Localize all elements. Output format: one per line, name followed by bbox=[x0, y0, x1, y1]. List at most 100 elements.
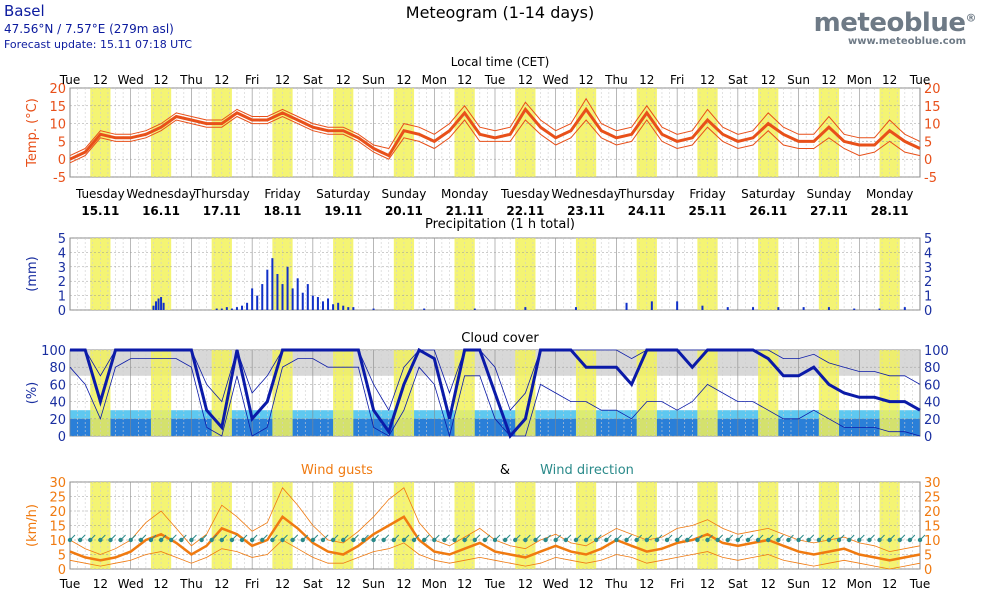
y-axis-label: (%) bbox=[25, 382, 40, 405]
top-time-tick-label: Tue bbox=[59, 73, 81, 87]
wind-direction-dot bbox=[108, 537, 113, 543]
wind-direction-dot bbox=[745, 537, 751, 543]
day-date-label: 22.11 bbox=[506, 204, 544, 218]
wind-direction-dot bbox=[766, 537, 771, 543]
bottom-time-tick-label: Tue bbox=[484, 577, 506, 591]
bottom-time-tick-label: 12 bbox=[518, 577, 533, 591]
wind-direction-dot bbox=[229, 537, 235, 543]
wind-direction-dot bbox=[735, 537, 741, 543]
wind-direction-dot bbox=[674, 537, 680, 543]
day-name-label: Saturday bbox=[316, 187, 370, 201]
wind-direction-dot bbox=[907, 537, 913, 543]
wind-direction-dot bbox=[502, 537, 508, 543]
bottom-time-tick-label: Sun bbox=[787, 577, 810, 591]
bottom-time-tick-label: 12 bbox=[214, 577, 229, 591]
wind-direction-dot bbox=[249, 537, 255, 543]
bottom-time-tick-label: Sat bbox=[303, 577, 323, 591]
y-tick-label-right: 1 bbox=[924, 290, 932, 305]
top-time-tick-label: 12 bbox=[336, 73, 351, 87]
wind-direction-dot bbox=[351, 537, 356, 543]
logo-text: meteoblue bbox=[813, 8, 966, 38]
precipitation-bar bbox=[266, 269, 269, 310]
daylight-band bbox=[636, 350, 657, 436]
top-time-tick-label: Sun bbox=[787, 73, 810, 87]
wind-direction-dot bbox=[513, 537, 518, 543]
y-tick-label: 40 bbox=[49, 396, 66, 411]
top-time-tick-label: Tue bbox=[909, 73, 931, 87]
wind-direction-dot bbox=[371, 537, 376, 543]
bottom-time-tick-label: Wed bbox=[118, 577, 144, 591]
top-time-tick-label: Thu bbox=[179, 73, 203, 87]
precipitation-bar bbox=[160, 297, 163, 310]
y-tick-label-right: 20 bbox=[924, 413, 941, 428]
wind-direction-dot bbox=[492, 537, 498, 543]
wind-direction-dot bbox=[816, 537, 822, 543]
y-tick-label-right: -5 bbox=[924, 171, 937, 186]
precipitation-bar bbox=[256, 295, 259, 310]
day-date-label: 17.11 bbox=[203, 204, 241, 218]
precipitation-bar bbox=[524, 307, 527, 310]
wind-direction-dot bbox=[88, 537, 93, 543]
bottom-time-tick-label: 12 bbox=[336, 577, 351, 591]
top-time-tick-label: 12 bbox=[821, 73, 836, 87]
day-name-label: Sunday bbox=[381, 187, 426, 201]
wind-direction-dot bbox=[77, 537, 83, 543]
top-time-tick-label: 12 bbox=[882, 73, 897, 87]
cloud-cover-line bbox=[70, 347, 921, 439]
wind-direction-title: Wind direction bbox=[540, 463, 634, 478]
wind-direction-dot bbox=[219, 537, 224, 543]
location-coordinates: 47.56°N / 7.57°E (279m asl) bbox=[4, 22, 174, 36]
wind-direction-dot bbox=[563, 537, 569, 543]
top-time-tick-label: Mon bbox=[422, 73, 447, 87]
day-date-label: 28.11 bbox=[871, 204, 909, 218]
daylight-band bbox=[575, 350, 597, 436]
precipitation-bar bbox=[372, 308, 375, 310]
precipitation-bar bbox=[225, 307, 228, 310]
wind-direction-dot bbox=[67, 537, 73, 543]
logo-registered-mark: ® bbox=[965, 11, 977, 25]
y-tick-label-right: 4 bbox=[924, 246, 932, 261]
y-tick-label-right: 5 bbox=[924, 232, 932, 247]
precipitation-bar bbox=[157, 298, 160, 310]
brand-url[interactable]: www.meteoblue.com bbox=[847, 36, 966, 47]
cloud-cover-title: Cloud cover bbox=[461, 331, 539, 346]
precipitation-bar bbox=[473, 308, 476, 310]
bottom-time-tick-label: 12 bbox=[457, 577, 472, 591]
wind-direction-dot bbox=[330, 537, 336, 543]
daylight-band bbox=[90, 350, 111, 436]
y-tick-label-right: 0 bbox=[924, 304, 932, 319]
wind-direction-dot bbox=[604, 537, 609, 543]
wind-direction-dot bbox=[270, 537, 275, 543]
precipitation-bar bbox=[574, 307, 577, 310]
bottom-time-tick-label: 12 bbox=[639, 577, 654, 591]
bottom-time-tick-label: Thu bbox=[179, 577, 203, 591]
precipitation-bar bbox=[306, 284, 309, 310]
day-date-label: 18.11 bbox=[264, 204, 302, 218]
bottom-time-tick-label: 12 bbox=[700, 577, 715, 591]
precipitation-bar bbox=[903, 307, 906, 310]
daylight-band bbox=[818, 350, 840, 436]
day-date-label: 25.11 bbox=[689, 204, 727, 218]
brand-logo[interactable]: meteoblue® bbox=[813, 8, 977, 38]
top-time-tick-label: Tue bbox=[484, 73, 506, 87]
cloud-cover-lower-line bbox=[69, 358, 921, 438]
bottom-time-tick-label: 12 bbox=[275, 577, 290, 591]
day-name-label: Thursday bbox=[193, 187, 250, 201]
day-date-label: 23.11 bbox=[567, 204, 605, 218]
daylight-band bbox=[879, 350, 900, 436]
wind-direction-dot bbox=[846, 537, 852, 543]
location-name: Basel bbox=[4, 2, 45, 20]
wind-direction-dot bbox=[634, 537, 639, 543]
daylight-band bbox=[697, 350, 718, 436]
wind-direction-dot bbox=[553, 537, 558, 543]
top-time-tick-label: 12 bbox=[275, 73, 290, 87]
day-name-label: Thursday bbox=[618, 187, 675, 201]
wind-direction-dot bbox=[725, 537, 730, 543]
y-tick-label-right: 80 bbox=[924, 361, 941, 376]
wind-direction-dot bbox=[148, 537, 154, 543]
wind-direction-dot bbox=[644, 537, 649, 543]
wind-direction-dot bbox=[654, 537, 660, 543]
bottom-time-tick-label: Sat bbox=[728, 577, 748, 591]
bottom-time-tick-label: Tue bbox=[59, 577, 81, 591]
wind-direction-dot bbox=[917, 537, 923, 543]
